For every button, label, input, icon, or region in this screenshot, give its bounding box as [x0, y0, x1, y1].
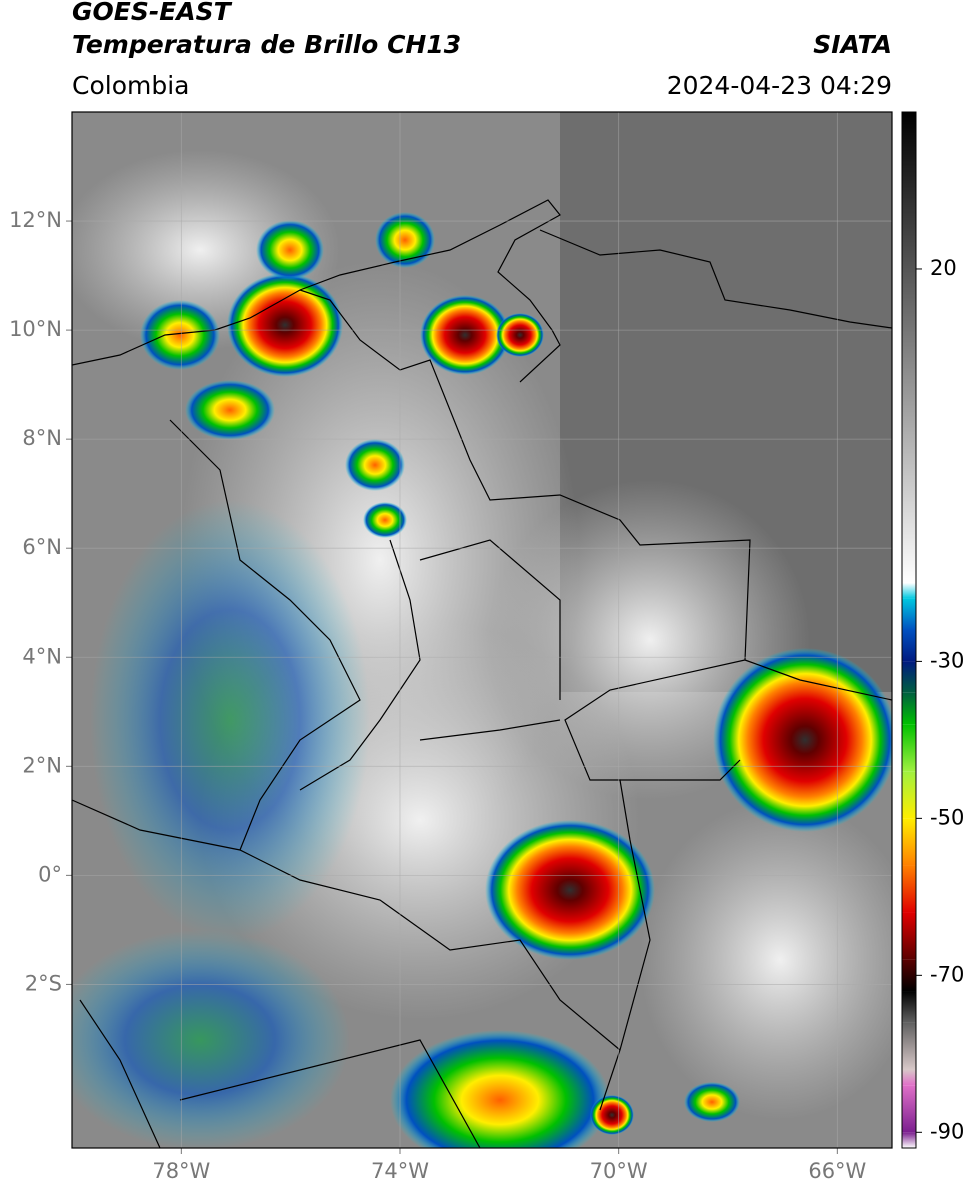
colorbar-tick-label: 20	[930, 256, 957, 280]
title: GOES-EAST	[72, 0, 233, 26]
x-tick-label: 78°W	[152, 1159, 210, 1183]
satellite-image	[72, 112, 892, 1148]
colorbar-segment	[902, 692, 916, 725]
colorbar-segment	[902, 1132, 916, 1148]
y-tick-label: 4°N	[22, 644, 62, 668]
colorbar-segment	[902, 991, 916, 1023]
colorbar-segment	[902, 1022, 916, 1070]
colorbar-segment	[902, 1085, 916, 1133]
colorbar-segment	[902, 724, 916, 772]
colorbar-segment	[902, 865, 916, 913]
y-tick-label: 6°N	[22, 535, 62, 559]
colorbar-tick-label: -90	[930, 1119, 964, 1143]
y-tick-label: 0°	[38, 862, 62, 886]
x-tick-label: 74°W	[371, 1159, 429, 1183]
source: SIATA	[813, 30, 892, 59]
colorbar-tick-label: -70	[930, 962, 964, 986]
colorbar-segment	[902, 630, 916, 662]
y-tick-label: 10°N	[9, 317, 62, 341]
datetime: 2024-04-23 04:29	[667, 71, 892, 100]
region: Colombia	[72, 71, 189, 100]
colorbar-tick-label: -30	[930, 648, 964, 672]
colorbar-segment	[902, 818, 916, 866]
y-tick-label: 12°N	[9, 208, 62, 232]
x-tick-label: 70°W	[590, 1159, 648, 1183]
colorbar-segment	[902, 661, 916, 693]
x-tick-label: 66°W	[808, 1159, 866, 1183]
y-tick-label: 8°N	[22, 426, 62, 450]
colorbar-frame	[901, 111, 917, 1149]
map-frame	[71, 111, 893, 1149]
colorbar-segment	[902, 582, 916, 599]
subtitle: Temperatura de Brillo CH13	[72, 30, 461, 59]
colorbar-segment	[902, 959, 916, 992]
colorbar-segment	[902, 112, 916, 583]
graticule: 78°W 74°W 70°W 66°W 12°N 10°N 8°N 6°N 4°N 2°N 0° 2°…	[9, 112, 892, 1183]
y-tick-label: 2°S	[25, 971, 62, 995]
colorbar-segment	[902, 598, 916, 630]
colorbar-segment	[902, 912, 916, 960]
y-tick-label: 2°N	[22, 753, 62, 777]
colorbar-segment	[902, 771, 916, 819]
colorbar-tick-label: -50	[930, 805, 964, 829]
colorbar: 20 -30 -50 -70 -90	[902, 112, 964, 1148]
colorbar-segment	[902, 1069, 916, 1086]
